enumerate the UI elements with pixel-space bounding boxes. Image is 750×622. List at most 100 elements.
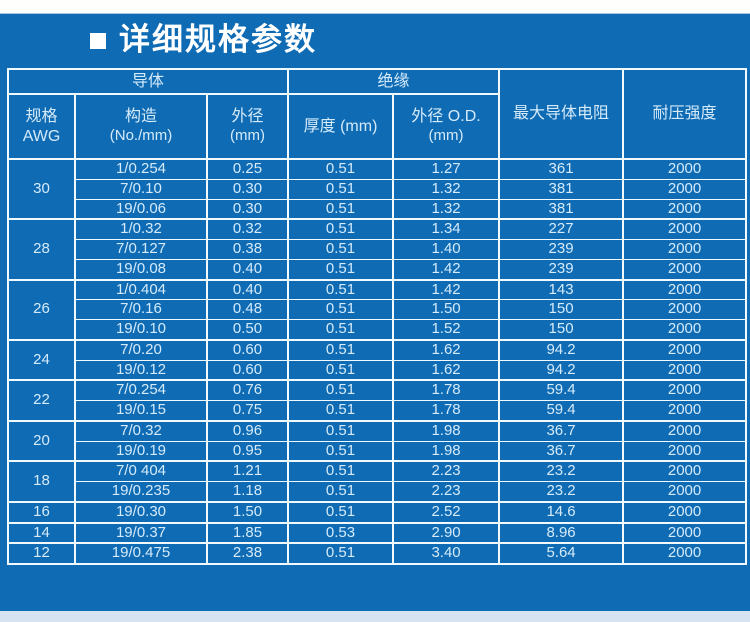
spec-cell: 2.52 [392,500,501,523]
spec-cell: 0.40 [205,278,290,301]
spec-cell: 19/0.30 [74,500,208,523]
spec-cell: 1.27 [392,157,501,180]
spec-cell: 0.51 [287,542,395,565]
header-resistance: 最大导体电阻 [498,68,625,160]
spec-cell: 1.50 [392,299,501,320]
section-title: 详细规格参数 [90,24,317,55]
spec-cell: 2000 [622,198,748,220]
spec-row: 28 1/0.32 0.32 0.51 1.34 227 2000 [7,218,748,281]
spec-cell: 5.64 [498,542,625,565]
spec-row: 16 19/0.30 1.50 0.51 2.52 14.6 2000 [7,500,748,523]
spec-cell: 1.62 [392,338,501,361]
spec-cell: 2000 [622,239,748,260]
spec-cell: 1.62 [392,359,501,381]
spec-cell: 1.42 [392,258,501,281]
header-insulation-group: 绝缘 [287,68,501,95]
spec-cell: 7/0.20 [74,338,208,361]
spec-cell: 2000 [622,178,748,200]
spec-row: 14 19/0.37 1.85 0.53 2.90 8.96 2000 [7,521,748,544]
spec-cell: 36.7 [498,419,625,442]
spec-row: 30 1/0.254 0.25 0.51 1.27 361 2000 [7,157,748,220]
spec-cell: 0.51 [287,258,395,281]
spec-cell: 19/0.475 [74,542,208,565]
spec-cell: 7/0.254 [74,379,208,402]
header-insulation-od: 外径 O.D. (mm) [392,93,501,160]
spec-cell: 143 [498,278,625,301]
spec-cell: 1.18 [205,480,290,503]
spec-cell: 239 [498,258,625,281]
spec-cell: 2000 [622,542,748,565]
spec-cell: 19/0.37 [74,521,208,544]
awg-cell: 12 [7,542,76,565]
spec-cell: 2000 [622,318,748,341]
spec-cell: 0.51 [287,359,395,381]
spec-cell: 2000 [622,278,748,301]
bottom-light-strip [0,611,750,622]
header-thickness: 厚度 (mm) [287,93,395,160]
spec-cell: 0.51 [287,500,395,523]
spec-cell: 2000 [622,399,748,422]
spec-cell: 7/0.32 [74,419,208,442]
spec-cell: 1.21 [205,460,290,483]
spec-cell: 2000 [622,258,748,281]
spec-row: 19/0.235 1.18 0.51 2.23 23.2 2000 [8,480,748,503]
spec-cell: 150 [498,318,625,341]
spec-cell: 1.98 [392,440,501,462]
spec-row: 18 7/0 404 1.21 0.51 2.23 23.2 2000 [7,460,748,503]
awg-cell: 14 [7,521,76,544]
spec-cell: 0.51 [287,198,395,220]
spec-cell: 94.2 [498,338,625,361]
spec-cell: 2000 [622,521,748,544]
spec-cell: 1.85 [205,521,290,544]
spec-row: 20 7/0.32 0.96 0.51 1.98 36.7 2000 [7,419,748,462]
spec-cell: 19/0.235 [74,480,208,503]
spec-cell: 2000 [622,359,748,381]
spec-cell: 7/0.10 [74,178,208,200]
spec-cell: 227 [498,218,625,241]
spec-cell: 0.25 [205,157,290,180]
spec-cell: 1.50 [205,500,290,523]
spec-cell: 1.78 [392,379,501,402]
spec-cell: 2.38 [205,542,290,565]
spec-cell: 0.51 [287,460,395,483]
spec-row: 19/0.06 0.30 0.51 1.32 381 2000 [8,198,748,220]
awg-cell: 24 [7,338,76,381]
spec-cell: 150 [498,299,625,320]
spec-cell: 2000 [622,440,748,462]
section-title-text: 详细规格参数 [119,22,317,57]
awg-cell: 20 [7,419,76,462]
awg-cell: 28 [7,218,76,281]
spec-cell: 1.52 [392,318,501,341]
spec-cell: 0.38 [205,239,290,260]
spec-row: 7/0.127 0.38 0.51 1.40 239 2000 [8,239,748,260]
spec-cell: 2000 [622,157,748,180]
spec-cell: 0.53 [287,521,395,544]
spec-cell: 59.4 [498,379,625,402]
awg-cell: 26 [7,278,76,341]
spec-cell: 239 [498,239,625,260]
spec-cell: 94.2 [498,359,625,381]
header-conductor-od: 外径 (mm) [205,93,290,160]
spec-cell: 0.30 [205,198,290,220]
spec-row: 19/0.08 0.40 0.51 1.42 239 2000 [8,258,748,281]
spec-cell: 2.23 [392,480,501,503]
spec-cell: 0.75 [205,399,290,422]
spec-cell: 0.51 [287,178,395,200]
spec-cell: 0.95 [205,440,290,462]
spec-row: 19/0.19 0.95 0.51 1.98 36.7 2000 [8,440,748,462]
awg-cell: 22 [7,379,76,422]
awg-cell: 16 [7,500,76,523]
spec-cell: 19/0.10 [74,318,208,341]
spec-cell: 1.40 [392,239,501,260]
spec-cell: 1.42 [392,278,501,301]
spec-cell: 19/0.15 [74,399,208,422]
spec-cell: 0.51 [287,299,395,320]
spec-cell: 1/0.404 [74,278,208,301]
spec-cell: 0.51 [287,440,395,462]
spec-cell: 0.30 [205,178,290,200]
spec-cell: 2000 [622,379,748,402]
spec-cell: 0.50 [205,318,290,341]
spec-cell: 7/0.127 [74,239,208,260]
spec-row: 19/0.10 0.50 0.51 1.52 150 2000 [8,318,748,341]
spec-cell: 7/0 404 [74,460,208,483]
